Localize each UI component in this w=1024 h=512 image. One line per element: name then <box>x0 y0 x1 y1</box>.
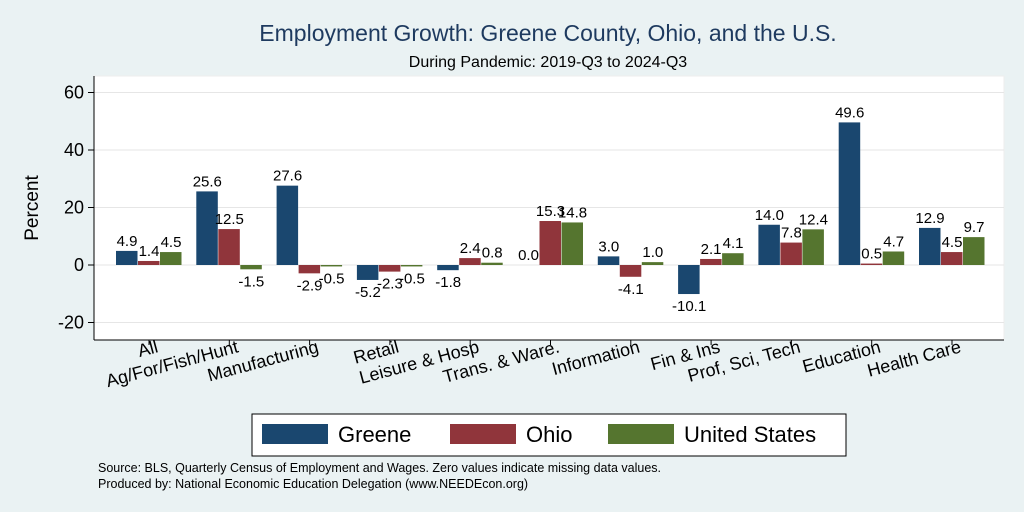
data-label-all-ohio: 1.4 <box>139 243 160 260</box>
bar-education-united-states <box>882 251 905 265</box>
data-label-leisure-hosp-greene: -1.8 <box>435 274 461 291</box>
bar-information-greene <box>597 256 620 265</box>
data-label-information-ohio: -4.1 <box>618 281 644 298</box>
bar-information-ohio <box>619 265 642 277</box>
bar-information-united-states <box>641 262 664 265</box>
bar-all-united-states <box>160 252 182 265</box>
y-axis-ticks: -20 0 20 40 60 <box>58 83 94 333</box>
legend-box <box>251 413 847 457</box>
y-axis-label: Percent <box>22 175 43 241</box>
legend-swatch-greene <box>262 424 328 444</box>
data-label-health-care-ohio: 4.5 <box>942 234 963 251</box>
data-label-fin-ins-united-states: 4.1 <box>723 235 744 252</box>
bar-retail-greene <box>356 265 379 280</box>
bar-health-care-united-states <box>963 237 985 265</box>
data-labels: 4.91.44.525.612.5-1.527.6-2.9-0.5-5.2-2.… <box>117 104 985 315</box>
bar-manufacturing-ohio <box>298 265 321 274</box>
data-label-health-care-greene: 12.9 <box>915 210 944 227</box>
legend-label-united-states: United States <box>684 422 816 447</box>
legend: Greene Ohio United States <box>251 413 847 457</box>
data-label-education-ohio: 0.5 <box>861 246 882 263</box>
data-label-retail-ohio: -2.3 <box>377 276 403 293</box>
data-label-prof-sci-tech-united-states: 12.4 <box>799 211 828 228</box>
bar-all-greene <box>116 250 138 265</box>
data-label-trans-ware-greene: 0.0 <box>518 247 539 264</box>
bar-health-care-greene <box>919 227 941 265</box>
bar-education-ohio <box>860 263 883 265</box>
bar-prof-sci-tech-united-states <box>802 229 824 265</box>
bar-ag-for-fish-hunt-united-states <box>240 265 262 270</box>
y-tick-label: -20 <box>58 313 84 333</box>
bar-ag-for-fish-hunt-ohio <box>218 229 240 265</box>
bar-trans-ware-united-states <box>561 222 583 265</box>
chart-title: Employment Growth: Greene County, Ohio, … <box>259 20 836 46</box>
bar-education-greene <box>838 122 861 266</box>
bar-retail-united-states <box>400 265 423 267</box>
data-label-manufacturing-united-states: -0.5 <box>319 270 345 287</box>
bar-fin-ins-greene <box>678 265 700 295</box>
bar-manufacturing-greene <box>276 185 299 265</box>
chart-subtitle: During Pandemic: 2019-Q3 to 2024-Q3 <box>409 54 687 71</box>
y-tick-label: 40 <box>64 140 84 160</box>
data-label-trans-ware-united-states: 14.8 <box>558 204 587 221</box>
bar-prof-sci-tech-ohio <box>780 242 802 265</box>
bar-prof-sci-tech-greene <box>758 224 780 265</box>
data-label-education-united-states: 4.7 <box>883 233 904 250</box>
bar-fin-ins-ohio <box>700 258 722 265</box>
legend-label-ohio: Ohio <box>526 422 572 447</box>
legend-swatch-united-states <box>608 424 674 444</box>
data-label-retail-greene: -5.2 <box>355 284 381 301</box>
data-label-information-united-states: 1.0 <box>642 244 663 261</box>
data-label-retail-united-states: -0.5 <box>399 270 425 287</box>
data-label-leisure-hosp-ohio: 2.4 <box>460 240 481 257</box>
bar-fin-ins-united-states <box>722 253 744 265</box>
data-label-manufacturing-ohio: -2.9 <box>297 277 323 294</box>
y-tick-label: 0 <box>74 255 84 275</box>
data-label-information-greene: 3.0 <box>598 238 619 255</box>
data-label-manufacturing-greene: 27.6 <box>273 168 302 185</box>
data-label-all-greene: 4.9 <box>117 233 138 250</box>
legend-label-greene: Greene <box>338 422 411 447</box>
data-label-trans-ware-ohio: 15.3 <box>536 203 565 220</box>
source-note: Source: BLS, Quarterly Census of Employm… <box>98 461 661 475</box>
data-label-all-united-states: 4.5 <box>161 234 182 251</box>
bar-all-ohio <box>138 260 160 265</box>
bar-retail-ohio <box>378 265 401 272</box>
data-label-fin-ins-ohio: 2.1 <box>701 241 722 258</box>
bar-leisure-hosp-ohio <box>459 258 481 265</box>
y-tick-label: 20 <box>64 198 84 218</box>
bar-manufacturing-united-states <box>320 265 343 267</box>
data-label-education-greene: 49.6 <box>835 104 864 121</box>
data-label-ag-for-fish-hunt-greene: 25.6 <box>193 173 222 190</box>
y-tick-label: 60 <box>64 83 84 103</box>
legend-swatch-ohio <box>450 424 516 444</box>
data-label-fin-ins-greene: -10.1 <box>672 298 706 315</box>
bar-health-care-ohio <box>941 252 963 265</box>
data-label-prof-sci-tech-ohio: 7.8 <box>781 225 802 242</box>
data-label-health-care-united-states: 9.7 <box>964 219 985 236</box>
data-label-prof-sci-tech-greene: 14.0 <box>755 207 784 224</box>
bar-ag-for-fish-hunt-greene <box>196 191 218 265</box>
bar-trans-ware-ohio <box>539 221 561 265</box>
data-label-ag-for-fish-hunt-united-states: -1.5 <box>238 273 264 290</box>
data-label-ag-for-fish-hunt-ohio: 12.5 <box>215 211 244 228</box>
data-label-leisure-hosp-united-states: 0.8 <box>482 245 503 262</box>
bars <box>116 122 985 295</box>
bar-leisure-hosp-united-states <box>481 262 503 265</box>
produced-by-note: Produced by: National Economic Education… <box>98 477 528 491</box>
bar-leisure-hosp-greene <box>437 265 459 271</box>
